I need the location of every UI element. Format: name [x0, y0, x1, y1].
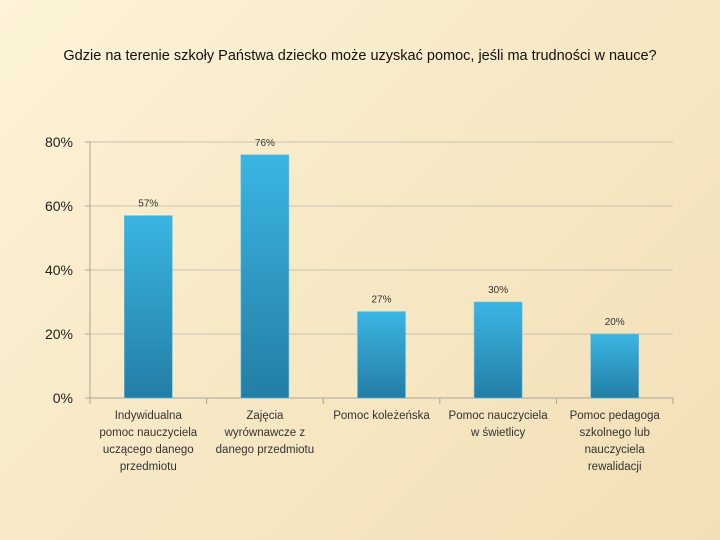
x-category-label: Pomoc koleżeńska: [333, 410, 430, 422]
bars: [124, 154, 640, 399]
data-label: 27%: [371, 295, 391, 306]
data-label: 30%: [488, 285, 508, 296]
x-category-label: szkolnego lub: [580, 427, 650, 439]
bar: [473, 301, 523, 399]
bar: [590, 333, 640, 399]
y-tick-label: 80%: [45, 134, 73, 150]
x-category-label: uczącego danego: [103, 444, 194, 456]
chart-title: Gdzie na terenie szkoły Państwa dziecko …: [63, 48, 657, 64]
x-category-label: danego przedmiotu: [216, 444, 314, 456]
data-label: 20%: [605, 317, 625, 328]
x-category-label: nauczyciela: [585, 444, 646, 456]
labels: 0% 20% 40% 60% 80% 57% Indywidualna pomoc naucz…: [45, 134, 660, 473]
y-tick-label: 0%: [53, 390, 73, 406]
y-tick-label: 60%: [45, 198, 73, 214]
x-category-label: Pomoc nauczyciela: [449, 410, 549, 422]
x-category-label: w świetlicy: [470, 427, 526, 439]
y-tick-label: 40%: [45, 262, 73, 278]
bar: [124, 215, 173, 399]
bar: [357, 311, 406, 399]
bar: [240, 154, 290, 399]
x-category-label: przedmiotu: [120, 461, 177, 473]
data-label: 57%: [138, 199, 158, 210]
x-category-label: Zajęcia: [246, 410, 284, 422]
x-category-label: Pomoc pedagoga: [570, 410, 661, 422]
x-category-label: wyrównawcze z: [224, 427, 306, 439]
y-tick-label: 20%: [45, 326, 73, 342]
x-category-label: rewalidacji: [588, 461, 642, 473]
x-category-label: pomoc nauczyciela: [99, 427, 197, 439]
x-category-label: Indywidualna: [115, 410, 183, 422]
data-label: 76%: [255, 138, 275, 149]
